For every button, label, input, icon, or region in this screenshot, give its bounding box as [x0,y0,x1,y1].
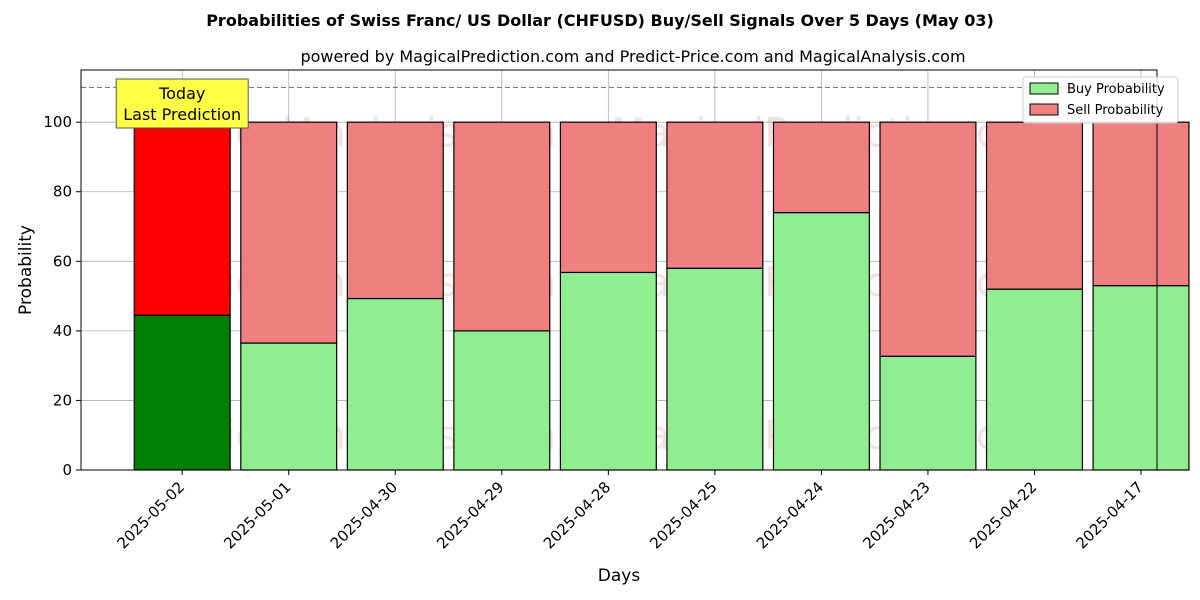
y-axis-ticks: 0 20 40 60 80 100 [43,113,81,479]
bar-buy [346,297,444,471]
chart-title: Probabilities of Swiss Franc/ US Dollar … [206,11,994,30]
bar-sell [985,121,1084,290]
annotation-line-last-prediction: Last Prediction [123,105,241,124]
bar-sell [346,121,444,300]
bar-buy [985,288,1084,471]
x-tick-label: 2025-04-24 [753,478,827,552]
bar-buy [666,267,764,471]
y-tick-label: 100 [43,113,72,131]
y-tick-label: 20 [53,391,72,409]
bar-buy [1092,285,1190,471]
legend-swatch-sell [1029,103,1059,116]
bar-buy [879,355,977,471]
legend-label-buy: Buy Probability [1067,82,1165,97]
y-tick-label: 60 [53,252,72,270]
x-axis-ticks: 2025-05-02 2025-05-01 2025-04-30 2025-04-29… [114,470,1147,552]
x-axis-label: Days [598,566,641,586]
bar-buy [453,330,551,471]
x-tick-label: 2025-04-28 [540,478,614,552]
bar-buy [240,342,338,471]
bar-buy [559,271,657,471]
x-tick-label: 2025-04-23 [859,478,933,552]
x-tick-label: 2025-04-29 [433,478,507,552]
y-axis-label: Probability [16,225,36,315]
annotation-line-today: Today [158,84,205,103]
x-tick-label: 2025-04-17 [1072,478,1146,552]
y-tick-label: 80 [53,183,72,201]
legend-swatch-buy [1029,82,1059,95]
bar-sell [772,121,870,214]
bars [133,121,1190,471]
plot-frame [80,69,1158,471]
bar-sell [133,121,231,316]
legend-box [1022,76,1179,124]
bar-sell [879,121,977,357]
x-tick-label: 2025-04-22 [966,478,1040,552]
bar-buy [772,212,870,471]
y-tick-label: 40 [53,322,72,340]
x-tick-label: 2025-04-25 [646,478,720,552]
bar-sell [666,121,764,269]
bar-sell [240,121,338,344]
bar-sell [453,121,551,332]
y-tick-label: 0 [62,461,72,479]
x-tick-label: 2025-05-01 [220,478,294,552]
legend: Buy Probability Sell Probability [1022,76,1179,124]
x-tick-label: 2025-04-30 [327,478,401,552]
today-annotation: Today Last Prediction [115,78,249,129]
legend-label-sell: Sell Probability [1067,103,1164,118]
annotation-box [115,78,249,129]
bar-sell [559,121,657,274]
chart-subtitle: powered by MagicalPrediction.com and Pre… [300,47,965,66]
bar-sell [1092,121,1190,287]
x-tick-label: 2025-05-02 [114,478,188,552]
bar-buy [133,314,231,471]
